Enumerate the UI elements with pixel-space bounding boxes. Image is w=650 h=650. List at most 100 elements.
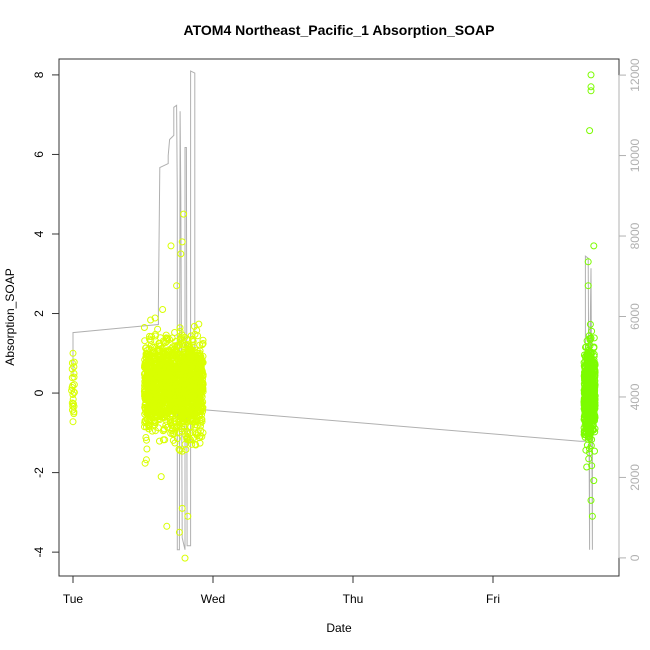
data-point: [70, 363, 78, 371]
x-tick-label: Tue: [63, 592, 84, 606]
y2-tick-label: 4000: [628, 383, 642, 410]
data-point: [195, 369, 203, 377]
data-point: [164, 335, 172, 343]
data-point: [68, 365, 76, 373]
data-point: [151, 421, 159, 429]
data-point: [190, 347, 198, 355]
data-point: [176, 353, 184, 361]
data-point: [173, 342, 181, 349]
data-point: [170, 377, 178, 384]
data-point: [191, 361, 199, 369]
y2-tick-label: 2000: [628, 464, 642, 491]
data-point: [69, 395, 77, 403]
data-point: [151, 330, 159, 338]
data-point: [584, 258, 592, 266]
data-point: [184, 368, 192, 376]
data-point: [195, 362, 203, 370]
data-point: [142, 399, 150, 407]
data-point: [68, 387, 76, 394]
data-point: [142, 344, 150, 352]
data-point: [590, 411, 598, 419]
y-tick-label: 0: [32, 389, 46, 396]
data-point: [181, 418, 189, 426]
data-point: [163, 334, 171, 342]
data-point: [586, 320, 594, 328]
data-point: [69, 382, 77, 389]
y-axis-left: -4 -2 0 2 4 6 8: [32, 71, 60, 557]
data-point: [196, 439, 204, 447]
data-point: [146, 335, 153, 343]
data-point: [170, 367, 178, 375]
data-point: [590, 343, 598, 351]
data-point: [143, 366, 151, 374]
data-point: [171, 364, 179, 372]
data-point: [178, 427, 186, 435]
data-point: [580, 401, 588, 409]
data-point: [175, 387, 183, 394]
data-point: [189, 335, 197, 343]
y-tick-label: -2: [32, 467, 46, 478]
data-point: [69, 402, 77, 410]
data-point: [177, 250, 185, 258]
y-tick-label: 2: [32, 310, 46, 317]
data-point: [582, 343, 589, 351]
data-point: [142, 434, 150, 441]
data-point: [195, 434, 203, 442]
x-axis-label: Date: [326, 621, 352, 635]
data-point: [177, 419, 185, 427]
data-point: [175, 397, 183, 405]
data-point: [173, 282, 181, 290]
data-point: [147, 385, 155, 393]
data-point: [140, 387, 148, 395]
x-axis: Tue Wed Thu Fri: [63, 575, 500, 606]
x-tick-label: Thu: [343, 592, 364, 606]
data-point: [175, 528, 183, 536]
data-point: [157, 473, 165, 481]
data-point: [189, 351, 197, 359]
data-point: [188, 440, 196, 448]
y-tick-label: 6: [32, 151, 46, 158]
data-point: [586, 430, 594, 438]
data-point: [583, 441, 591, 449]
data-point: [172, 338, 180, 345]
data-point: [163, 522, 171, 530]
data-point: [154, 372, 162, 380]
data-point: [147, 410, 155, 418]
data-point: [590, 350, 598, 358]
data-point: [169, 351, 177, 359]
data-point: [147, 337, 155, 344]
data-point: [190, 382, 198, 390]
data-point: [141, 459, 149, 467]
data-point: [181, 440, 189, 448]
data-point: [156, 359, 164, 367]
data-point: [185, 409, 193, 417]
x-tick-label: Fri: [486, 592, 500, 606]
data-point: [582, 369, 590, 377]
data-point: [183, 434, 191, 442]
data-point: [142, 456, 150, 464]
data-point: [590, 242, 598, 250]
data-point: [147, 316, 155, 324]
data-point: [156, 437, 163, 445]
data-point: [159, 386, 167, 394]
data-point: [148, 386, 156, 394]
data-point: [186, 435, 194, 443]
data-point: [70, 358, 78, 366]
y-tick-label: 4: [32, 230, 46, 237]
data-point: [177, 334, 185, 341]
y-axis-label: Absorption_SOAP: [3, 268, 17, 365]
data-point: [198, 356, 206, 364]
data-point: [175, 400, 183, 408]
data-point: [153, 394, 160, 402]
data-point: [587, 496, 595, 504]
data-point: [588, 367, 596, 375]
data-point: [69, 349, 77, 357]
y-tick-label: -4: [32, 546, 46, 557]
data-point: [69, 418, 77, 426]
data-point: [163, 372, 171, 380]
data-point: [149, 347, 157, 355]
data-point: [143, 436, 150, 444]
data-point: [68, 399, 76, 407]
